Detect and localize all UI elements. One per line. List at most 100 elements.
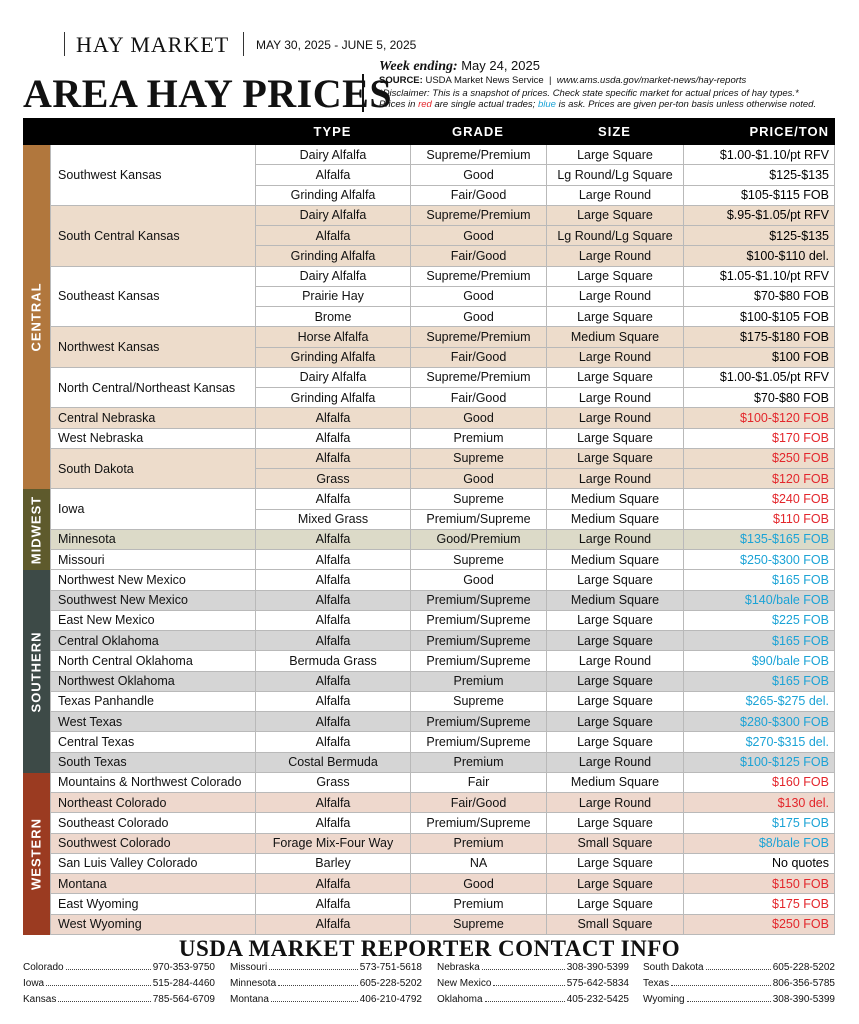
note-text: is ask. Prices are given per-ton basis u… [555,99,817,110]
location: Southwest Kansas [50,145,255,206]
price: $100-$125 FOB [683,752,835,773]
bale-size: Large Round [546,286,683,307]
bale-size: Large Round [546,651,683,672]
grade: Fair/Good [410,185,546,206]
phone: 970-353-9750 [152,962,215,973]
leader [269,962,358,970]
source-url: www.ams.usda.gov/market-news/hay-reports [556,75,747,86]
column-header: GRADE [452,124,504,139]
page-title: AREA HAY PRICES [23,71,393,116]
phone: 308-390-5399 [772,994,835,1005]
grade: Premium/Supreme [410,610,546,631]
price: $165 FOB [683,631,835,652]
price: $175 FOB [683,894,835,915]
region-band [23,772,50,935]
source-label: SOURCE: [379,75,423,86]
grade: Supreme [410,489,546,510]
location: Southeast Kansas [50,266,255,328]
hay-type: Horse Alfalfa [255,327,410,348]
bale-size: Large Square [546,712,683,733]
state: Texas [643,978,670,989]
hay-type: Alfalfa [255,226,410,247]
grade: Good [410,226,546,247]
column-header: SIZE [598,124,631,139]
leader [671,978,771,986]
bale-size: Large Square [546,691,683,712]
grade: Fair [410,772,546,793]
location: Northwest Oklahoma [50,671,255,692]
note: Prices in red are single actual trades; … [379,99,816,110]
price: $70-$80 FOB [683,286,835,307]
bale-size: Medium Square [546,489,683,510]
grade: Good [410,874,546,895]
grade: Premium [410,833,546,854]
grade: Supreme [410,691,546,712]
column-header: PRICE/TON [749,124,829,139]
hay-type: Alfalfa [255,712,410,733]
location: West Wyoming [50,914,255,935]
state: Kansas [23,994,57,1005]
location: Northwest New Mexico [50,570,255,591]
contacts-title: USDA MARKET REPORTER CONTACT INFO [178,936,681,961]
bale-size: Large Square [546,610,683,631]
price: $90/bale FOB [683,651,835,672]
price: $8/bale FOB [683,833,835,854]
price: $165 FOB [683,671,835,692]
hay-type: Grinding Alfalfa [255,185,410,206]
grade: Supreme/Premium [410,205,546,226]
location: West Texas [50,712,255,733]
location: Missouri [50,550,255,571]
contact-entry: Iowa 515-284-4460 [23,978,215,989]
bale-size: Large Square [546,732,683,753]
hay-type: Alfalfa [255,691,410,712]
grade: Good [410,408,546,429]
grade: Fair/Good [410,347,546,368]
phone: 573-751-5618 [359,962,422,973]
location: Northeast Colorado [50,793,255,814]
grade: Premium/Supreme [410,712,546,733]
source: USDA Market News Service [425,75,544,86]
price: $265-$275 del. [683,691,835,712]
hay-type: Alfalfa [255,448,410,469]
phone: 406-210-4792 [359,994,422,1005]
price: $120 FOB [683,469,835,490]
note-text: Prices in [379,99,419,110]
bale-size: Large Square [546,570,683,591]
region-band [23,489,50,571]
location: East Wyoming [50,894,255,915]
column-header: TYPE [313,124,352,139]
grade: Supreme/Premium [410,327,546,348]
grade: Premium [410,894,546,915]
grade: Premium [410,752,546,773]
grade: Premium/Supreme [410,509,546,530]
bale-size: Medium Square [546,772,683,793]
contact-entry: Wyoming 308-390-5399 [643,994,835,1005]
leader [481,962,565,970]
price: $160 FOB [683,772,835,793]
price: $1.00-$1.10/pt RFV [683,145,835,166]
price: $175-$180 FOB [683,327,835,348]
location: Central Nebraska [50,408,255,429]
grade: Premium/Supreme [410,631,546,652]
state: Montana [230,994,269,1005]
bale-size: Lg Round/Lg Square [546,226,683,247]
price: $250 FOB [683,914,835,935]
location: South Dakota [50,448,255,490]
hay-type: Alfalfa [255,793,410,814]
grade: Premium [410,671,546,692]
hay-type: Grass [255,772,410,793]
grade: Good [410,286,546,307]
grade: Supreme [410,914,546,935]
hay-type: Alfalfa [255,408,410,429]
grade: Supreme/Premium [410,145,546,166]
location: Northwest Kansas [50,327,255,368]
bale-size: Large Round [546,469,683,490]
bale-size: Large Round [546,793,683,814]
location: San Luis Valley Colorado [50,853,255,874]
grade: Good [410,307,546,328]
hay-type: Prairie Hay [255,286,410,307]
location: South Texas [50,752,255,773]
hay-type: Barley [255,853,410,874]
bale-size: Large Square [546,307,683,328]
